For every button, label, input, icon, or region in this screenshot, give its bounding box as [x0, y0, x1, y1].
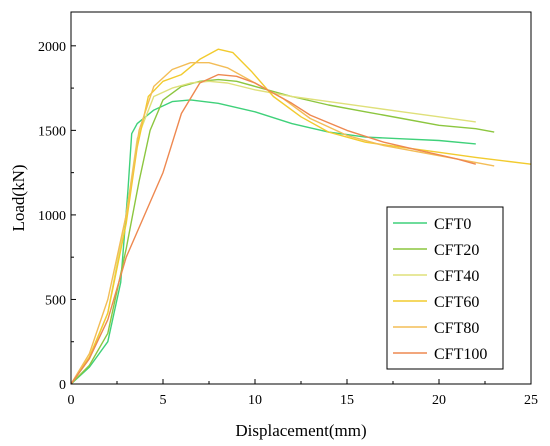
x-axis-title: Displacement(mm) — [235, 421, 366, 440]
y-tick-label: 2000 — [38, 40, 66, 55]
legend-box — [386, 206, 504, 370]
legend-label: CFT100 — [434, 346, 487, 363]
x-tick-label: 20 — [432, 393, 446, 408]
y-tick-label: 500 — [45, 293, 66, 308]
legend-label: CFT60 — [434, 294, 479, 311]
legend: CFT0 CFT20 CFT40 CFT60 CFT80 CFT100 — [386, 206, 504, 370]
legend-label: CFT80 — [434, 320, 479, 337]
x-tick-label: 25 — [524, 393, 538, 408]
series-layer — [70, 48, 532, 385]
series-line-cft60 — [70, 48, 532, 385]
y-axis-title: Load(kN) — [9, 164, 28, 231]
series-line-cft40 — [70, 80, 476, 385]
y-tick-label: 1500 — [38, 124, 66, 139]
series-line-cft80 — [70, 62, 495, 385]
y-tick-label: 0 — [59, 378, 66, 393]
legend-label: CFT40 — [434, 268, 479, 285]
x-tick-label: 10 — [248, 393, 262, 408]
series-line-cft20 — [70, 78, 495, 385]
series-line-cft100 — [70, 73, 476, 385]
y-tick-label: 1000 — [38, 209, 66, 224]
legend-label: CFT20 — [434, 242, 479, 259]
ticks-layer: 0 5 10 15 20 25 0 500 1000 1500 2000 — [38, 40, 538, 408]
legend-label: CFT0 — [434, 216, 471, 233]
series-line-cft0 — [70, 99, 476, 385]
x-tick-label: 0 — [68, 393, 75, 408]
x-tick-label: 5 — [160, 393, 167, 408]
x-tick-label: 15 — [340, 393, 354, 408]
